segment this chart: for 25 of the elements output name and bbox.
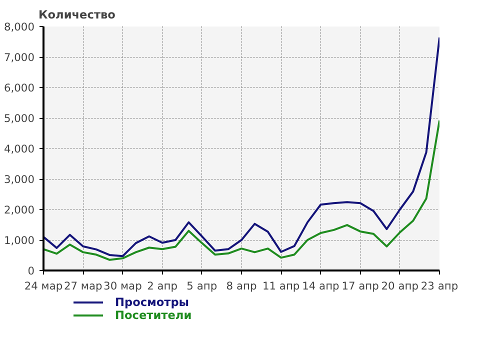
y-tick-label: 3,000 — [4, 173, 35, 186]
x-tick-label: 2 апр — [147, 280, 178, 292]
y-tick-label: 5,000 — [4, 112, 35, 125]
x-tick-label: 20 апр — [381, 280, 419, 292]
x-tick-label: 30 мар — [104, 280, 142, 292]
x-tick-label: 27 мар — [64, 280, 102, 292]
y-tick-label: 6,000 — [4, 82, 35, 94]
line-series — [44, 119, 440, 261]
y-tick-label: 8,000 — [4, 20, 35, 34]
y-tick-label: 4,000 — [4, 142, 35, 156]
y-tick-label: 1,000 — [4, 234, 35, 247]
y-tick-label: 2,000 — [4, 204, 35, 216]
x-tick-label: 24 мар — [24, 280, 63, 292]
line-series — [44, 36, 440, 258]
x-tick-label: 8 апр — [226, 280, 257, 292]
y-tick-label: 0 — [28, 264, 35, 278]
x-tick-label: 5 апр — [186, 280, 218, 292]
y-tick-label: 7,000 — [4, 51, 35, 64]
legend-label: Посетители — [115, 308, 192, 322]
x-tick-label: 11 апр — [262, 280, 300, 292]
x-tick-label: 17 апр — [342, 280, 380, 292]
y-axis-title: Количество — [38, 8, 116, 22]
legend-label: Просмотры — [115, 295, 190, 309]
x-tick-label: 23 апр — [420, 280, 458, 292]
x-tick-label: 14 апр — [302, 280, 340, 292]
